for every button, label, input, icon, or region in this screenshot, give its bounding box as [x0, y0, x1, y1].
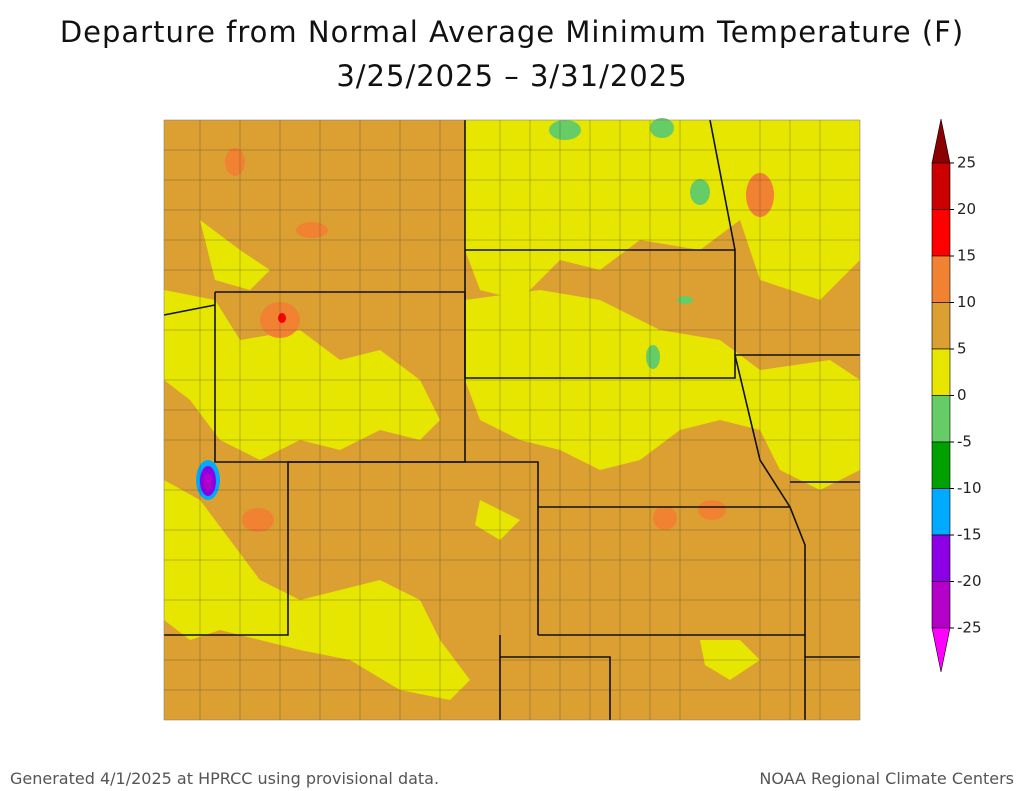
subtitle: 3/25/2025 – 3/31/2025 [336, 59, 687, 93]
map [163, 118, 861, 721]
legend-tick-label: 25 [957, 154, 976, 172]
legend-swatch [931, 255, 951, 303]
legend-tick-label: -15 [957, 526, 982, 544]
legend-swatch [931, 534, 951, 582]
state-borders [163, 119, 860, 720]
legend-swatch [931, 162, 951, 210]
legend-tick-label: 10 [957, 293, 976, 311]
legend-swatch [931, 209, 951, 257]
anomaly-minus25-minus20 [204, 473, 212, 491]
legend: 25 20 15 10 5 0 -5 -10 -15 -20 -25 [931, 118, 982, 673]
anomaly-minus5-0 [549, 118, 710, 369]
legend-tick-label: 5 [957, 340, 967, 358]
legend-tick-label: -10 [957, 479, 982, 497]
legend-tick-label: -25 [957, 619, 982, 637]
legend-tick-label: -5 [957, 433, 972, 451]
county-lines [164, 120, 860, 720]
legend-tick-label: 0 [957, 386, 967, 404]
legend-tick-label: 15 [957, 247, 976, 265]
legend-swatch [931, 348, 951, 396]
map-frame [163, 119, 861, 721]
footer-left: Generated 4/1/2025 at HPRCC using provis… [10, 769, 439, 788]
legend-swatch [931, 488, 951, 536]
legend-swatch [931, 581, 951, 629]
legend-swatch [931, 441, 951, 489]
legend-swatch [931, 302, 951, 350]
footer-right: NOAA Regional Climate Centers [759, 769, 1014, 788]
legend-tick-label: -20 [957, 572, 982, 590]
legend-swatch [931, 395, 951, 443]
legend-swatch [931, 118, 951, 164]
title: Departure from Normal Average Minimum Te… [60, 15, 964, 49]
legend-swatch [931, 627, 951, 673]
anomaly-15-20 [278, 313, 286, 323]
legend-tick-label: 20 [957, 200, 976, 218]
